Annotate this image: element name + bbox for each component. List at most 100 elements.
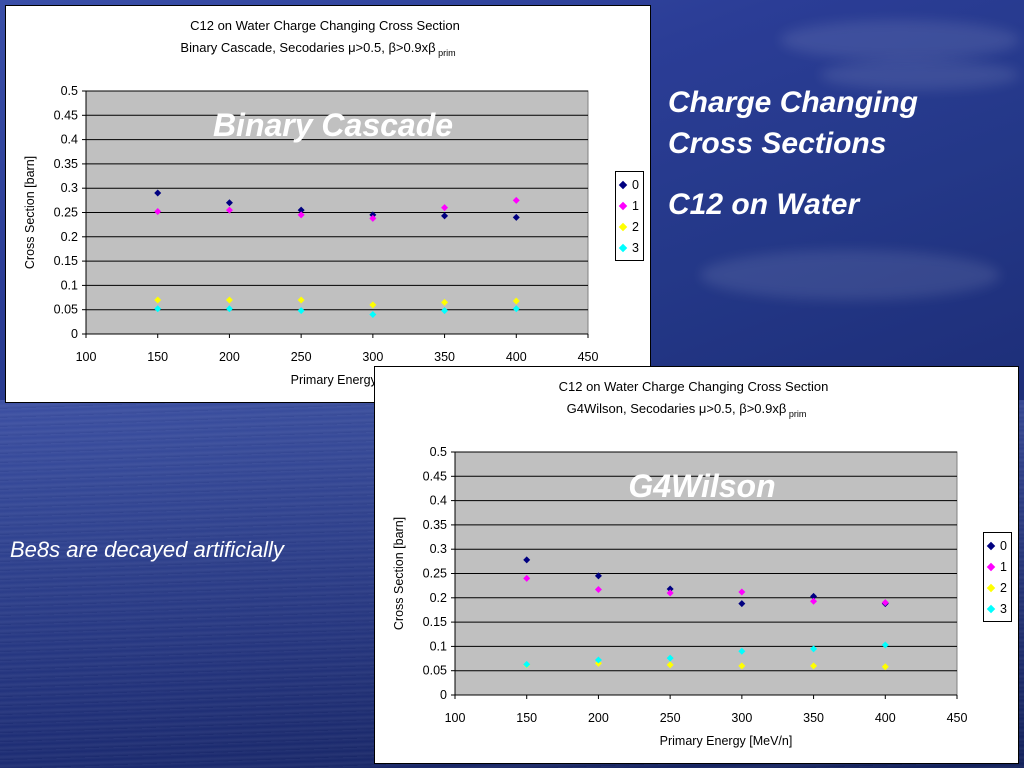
y-tick-label: 0.3 <box>61 181 78 195</box>
data-point-series-0 <box>512 213 520 221</box>
y-tick-label: 0.1 <box>61 278 78 292</box>
legend-item: 1 <box>618 195 639 216</box>
cloud-streak <box>820 60 1020 90</box>
y-tick-label: 0.15 <box>423 615 447 629</box>
y-axis-label: Cross Section [barn] <box>392 517 406 630</box>
x-tick-label: 450 <box>947 711 968 725</box>
legend-item: 3 <box>986 598 1007 619</box>
data-point-series-1 <box>225 206 233 214</box>
slide-title-line1: Charge Changing <box>668 86 919 119</box>
chart-overlay-label: G4Wilson <box>628 468 775 504</box>
data-point-series-2 <box>512 297 520 305</box>
legend-label: 3 <box>632 240 639 255</box>
x-tick-label: 250 <box>660 711 681 725</box>
data-point-series-3 <box>225 305 233 313</box>
data-point-series-3 <box>594 656 602 664</box>
legend-label: 1 <box>632 198 639 213</box>
x-tick-label: 300 <box>731 711 752 725</box>
y-tick-label: 0.4 <box>61 133 78 147</box>
data-point-series-2 <box>154 296 162 304</box>
chart-panel-binary-cascade: C12 on Water Charge Changing Cross Secti… <box>5 5 651 403</box>
legend-marker <box>618 243 628 252</box>
data-point-series-1 <box>881 599 889 607</box>
data-point-series-1 <box>297 211 305 219</box>
legend-label: 2 <box>632 219 639 234</box>
chart-panel-g4wilson: C12 on Water Charge Changing Cross Secti… <box>374 366 1019 764</box>
y-tick-label: 0.2 <box>61 230 78 244</box>
x-tick-label: 200 <box>588 711 609 725</box>
chart-subtitle-sub: prim <box>436 48 456 58</box>
data-point-series-1 <box>523 574 531 582</box>
chart-legend: 0 1 2 3 <box>983 532 1012 622</box>
data-point-series-0 <box>441 212 449 220</box>
data-point-series-1 <box>154 208 162 216</box>
x-tick-label: 400 <box>506 350 527 364</box>
x-tick-label: 400 <box>875 711 896 725</box>
y-tick-label: 0.3 <box>430 542 447 556</box>
legend-marker <box>986 604 996 613</box>
y-tick-label: 0.2 <box>430 591 447 605</box>
y-tick-label: 0.05 <box>54 303 78 317</box>
data-point-series-2 <box>738 662 746 670</box>
data-point-series-1 <box>666 589 674 597</box>
chart-subtitle-main: Binary Cascade, Secodaries μ>0.5, β>0.9x… <box>180 40 435 55</box>
y-tick-label: 0 <box>440 688 447 702</box>
data-point-series-1 <box>738 588 746 596</box>
x-axis-label: Primary Energy [MeV/n] <box>660 734 793 748</box>
chart-subtitle-sub: prim <box>786 409 806 419</box>
y-tick-label: 0.4 <box>430 494 447 508</box>
x-tick-label: 200 <box>219 350 240 364</box>
y-tick-label: 0.15 <box>54 254 78 268</box>
y-tick-label: 0.45 <box>423 469 447 483</box>
data-point-series-1 <box>441 204 449 212</box>
x-tick-label: 150 <box>516 711 537 725</box>
data-point-series-3 <box>441 307 449 315</box>
legend-item: 1 <box>986 556 1007 577</box>
y-tick-label: 0.25 <box>423 567 447 581</box>
cloud-streak <box>780 20 1020 60</box>
x-tick-label: 450 <box>578 350 599 364</box>
y-tick-label: 0.35 <box>423 518 447 532</box>
x-tick-label: 150 <box>147 350 168 364</box>
chart-title: C12 on Water Charge Changing Cross Secti… <box>190 18 460 33</box>
y-tick-label: 0 <box>71 327 78 341</box>
legend-item: 2 <box>618 216 639 237</box>
legend-marker <box>986 583 996 592</box>
legend-item: 2 <box>986 577 1007 598</box>
legend-marker <box>986 562 996 571</box>
legend-label: 2 <box>1000 580 1007 595</box>
x-tick-label: 300 <box>362 350 383 364</box>
y-tick-label: 0.1 <box>430 639 447 653</box>
data-point-series-0 <box>810 592 818 600</box>
x-tick-label: 100 <box>76 350 97 364</box>
chart-subtitle: G4Wilson, Secodaries μ>0.5, β>0.9xβ prim <box>567 401 807 419</box>
legend-marker <box>986 541 996 550</box>
data-point-series-0 <box>738 600 746 608</box>
data-point-series-0 <box>154 189 162 197</box>
data-point-series-1 <box>810 597 818 605</box>
legend-label: 3 <box>1000 601 1007 616</box>
chart-subtitle-main: G4Wilson, Secodaries μ>0.5, β>0.9xβ <box>567 401 787 416</box>
legend-item: 3 <box>618 237 639 258</box>
data-point-series-0 <box>666 585 674 593</box>
x-tick-label: 350 <box>803 711 824 725</box>
slide-note: Be8s are decayed artificially <box>10 537 284 562</box>
legend-item: 0 <box>618 174 639 195</box>
cloud-streak <box>700 250 1000 300</box>
legend-label: 0 <box>632 177 639 192</box>
chart-subtitle: Binary Cascade, Secodaries μ>0.5, β>0.9x… <box>180 40 455 58</box>
data-point-series-2 <box>297 296 305 304</box>
data-point-series-2 <box>369 301 377 309</box>
y-tick-label: 0.5 <box>61 84 78 98</box>
data-point-series-1 <box>512 196 520 204</box>
x-tick-label: 350 <box>434 350 455 364</box>
data-point-series-2 <box>881 663 889 671</box>
data-point-series-2 <box>810 662 818 670</box>
data-point-series-3 <box>369 311 377 319</box>
legend-marker <box>618 201 628 210</box>
chart-svg: C12 on Water Charge Changing Cross Secti… <box>23 18 599 387</box>
y-tick-label: 0.45 <box>54 108 78 122</box>
data-point-series-2 <box>666 661 674 669</box>
chart-legend: 0 1 2 3 <box>615 171 644 261</box>
data-point-series-3 <box>154 305 162 313</box>
